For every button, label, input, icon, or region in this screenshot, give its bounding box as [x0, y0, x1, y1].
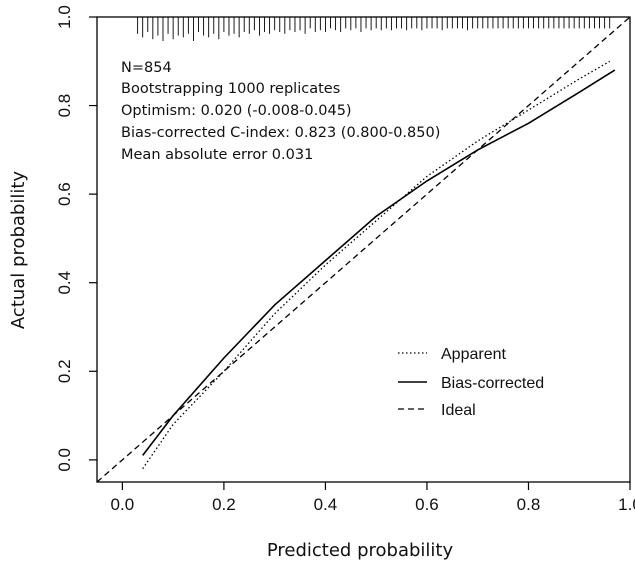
y-axis-ticks: 0.0 0.2 0.4 0.6 0.8 1.0: [55, 5, 97, 472]
y-tick-label-1: 0.2: [55, 359, 74, 383]
x-tick-label-1: 0.2: [212, 495, 236, 514]
x-tick-label-2: 0.4: [314, 495, 338, 514]
annotation-n: N=854: [121, 60, 172, 76]
series-line-bias-corrected: [142, 69, 616, 456]
y-tick-label-5: 1.0: [55, 5, 74, 29]
series-group: [96, 16, 631, 483]
y-tick-label-0: 0.0: [55, 448, 74, 472]
legend-label-ideal: Ideal: [441, 402, 476, 419]
x-tick-label-3: 0.6: [415, 495, 439, 514]
y-tick-label-4: 0.8: [55, 94, 74, 118]
annotation-mae: Mean absolute error 0.031: [121, 147, 313, 163]
x-tick-label-5: 1.0: [618, 495, 635, 514]
legend-label-apparent: Apparent: [441, 346, 506, 363]
x-axis-title: Predicted probability: [267, 540, 454, 561]
plot-frame: [96, 16, 631, 483]
x-tick-label-4: 0.8: [517, 495, 541, 514]
x-axis-ticks: 0.0 0.2 0.4 0.6 0.8 1.0: [111, 482, 635, 514]
series-line-ideal: [96, 16, 631, 483]
y-tick-label-3: 0.6: [55, 182, 74, 206]
legend-label-bias-corrected: Bias-corrected: [441, 375, 544, 392]
x-tick-label-0: 0.0: [111, 495, 135, 514]
y-axis-title: Actual probability: [8, 171, 29, 329]
annotation-bootstrap: Bootstrapping 1000 replicates: [121, 81, 340, 97]
annotation-optimism: Optimism: 0.020 (-0.008-0.045): [121, 103, 352, 119]
series-line-apparent: [142, 60, 611, 470]
legend: Apparent Bias-corrected Ideal: [398, 346, 544, 419]
annotation-c-index: Bias-corrected C-index: 0.823 (0.800-0.8…: [121, 125, 440, 141]
y-tick-label-2: 0.4: [55, 271, 74, 295]
rug-plot: [137, 17, 611, 41]
